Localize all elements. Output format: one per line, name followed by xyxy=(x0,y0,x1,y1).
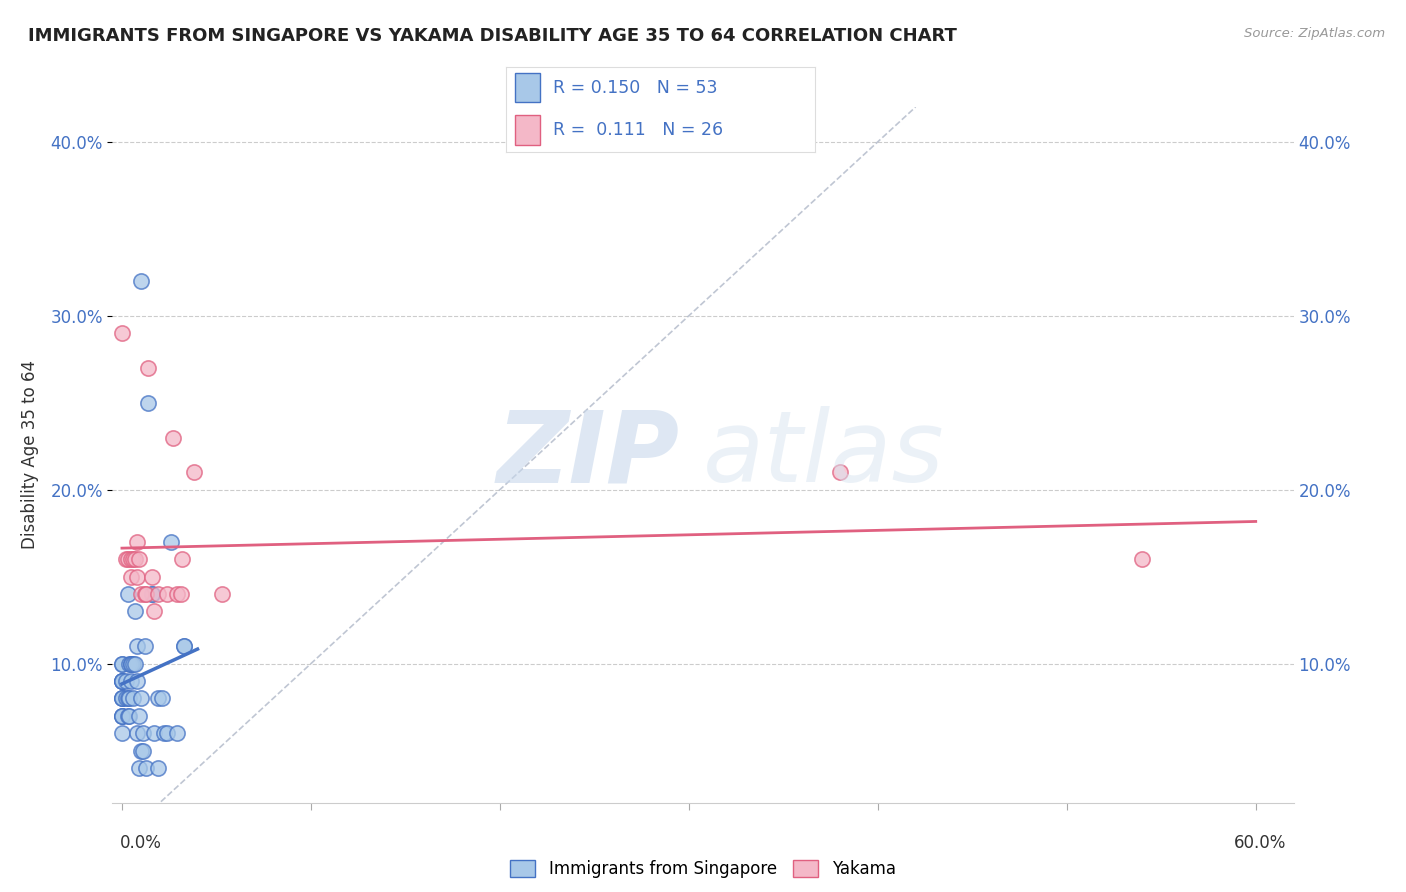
Point xyxy=(124,657,146,671)
Point xyxy=(111,691,134,706)
Point xyxy=(128,552,150,566)
Legend: Immigrants from Singapore, Yakama: Immigrants from Singapore, Yakama xyxy=(503,854,903,885)
Point xyxy=(118,657,141,671)
Point xyxy=(156,726,179,740)
Point xyxy=(111,726,134,740)
Text: atlas: atlas xyxy=(703,407,945,503)
Point xyxy=(111,657,134,671)
Text: ZIP: ZIP xyxy=(496,407,679,503)
Point xyxy=(120,657,142,671)
Point xyxy=(134,587,156,601)
Point xyxy=(146,587,169,601)
Point xyxy=(114,552,136,566)
Point xyxy=(117,691,139,706)
Point xyxy=(120,657,142,671)
Point xyxy=(138,360,160,375)
Y-axis label: Disability Age 35 to 64: Disability Age 35 to 64 xyxy=(21,360,39,549)
Point xyxy=(141,587,163,601)
Point xyxy=(125,726,148,740)
Point xyxy=(160,534,183,549)
Point xyxy=(129,587,152,601)
Point xyxy=(135,761,157,775)
Point xyxy=(183,466,205,480)
Point xyxy=(125,639,148,653)
Point xyxy=(111,708,134,723)
Text: IMMIGRANTS FROM SINGAPORE VS YAKAMA DISABILITY AGE 35 TO 64 CORRELATION CHART: IMMIGRANTS FROM SINGAPORE VS YAKAMA DISA… xyxy=(28,27,957,45)
Point xyxy=(111,657,134,671)
Point xyxy=(129,744,152,758)
Point xyxy=(111,674,134,689)
FancyBboxPatch shape xyxy=(516,115,540,145)
Point xyxy=(134,639,156,653)
Text: Source: ZipAtlas.com: Source: ZipAtlas.com xyxy=(1244,27,1385,40)
Point xyxy=(125,570,148,584)
Text: 0.0%: 0.0% xyxy=(120,834,162,852)
Point xyxy=(141,587,163,601)
Point xyxy=(125,534,148,549)
Point xyxy=(169,587,191,601)
Point xyxy=(122,657,145,671)
Point xyxy=(172,552,194,566)
Point xyxy=(1130,552,1153,566)
Point xyxy=(125,674,148,689)
Point xyxy=(117,708,139,723)
Point xyxy=(111,708,134,723)
Point xyxy=(141,570,163,584)
Point xyxy=(124,605,146,619)
Point xyxy=(138,396,160,410)
Point xyxy=(135,587,157,601)
Point xyxy=(111,708,134,723)
Point xyxy=(122,552,145,566)
Point xyxy=(120,674,142,689)
Point xyxy=(143,726,166,740)
Point xyxy=(111,674,134,689)
Point xyxy=(146,691,169,706)
Point xyxy=(128,761,150,775)
Point xyxy=(124,552,146,566)
Point xyxy=(117,587,139,601)
Point xyxy=(111,674,134,689)
Point xyxy=(211,587,233,601)
Point xyxy=(128,708,150,723)
Point xyxy=(828,466,851,480)
Point xyxy=(118,708,141,723)
Point xyxy=(122,691,145,706)
Point xyxy=(162,431,184,445)
Point xyxy=(166,726,188,740)
Point xyxy=(129,691,152,706)
Point xyxy=(150,691,173,706)
Point xyxy=(114,674,136,689)
Point xyxy=(117,552,139,566)
Point xyxy=(120,552,142,566)
Point xyxy=(120,570,142,584)
Point xyxy=(152,726,174,740)
Point xyxy=(118,691,141,706)
Point xyxy=(166,587,188,601)
Point xyxy=(111,326,134,341)
Point xyxy=(132,726,155,740)
Text: R =  0.111   N = 26: R = 0.111 N = 26 xyxy=(553,121,723,139)
Point xyxy=(111,674,134,689)
Point xyxy=(156,587,179,601)
Point xyxy=(114,691,136,706)
Text: R = 0.150   N = 53: R = 0.150 N = 53 xyxy=(553,79,717,97)
Point xyxy=(173,639,195,653)
Point xyxy=(146,761,169,775)
Point xyxy=(111,691,134,706)
Point xyxy=(129,274,152,288)
Point xyxy=(111,691,134,706)
FancyBboxPatch shape xyxy=(516,73,540,103)
Point xyxy=(173,639,195,653)
Text: 60.0%: 60.0% xyxy=(1234,834,1286,852)
Point xyxy=(143,605,166,619)
Point xyxy=(132,744,155,758)
